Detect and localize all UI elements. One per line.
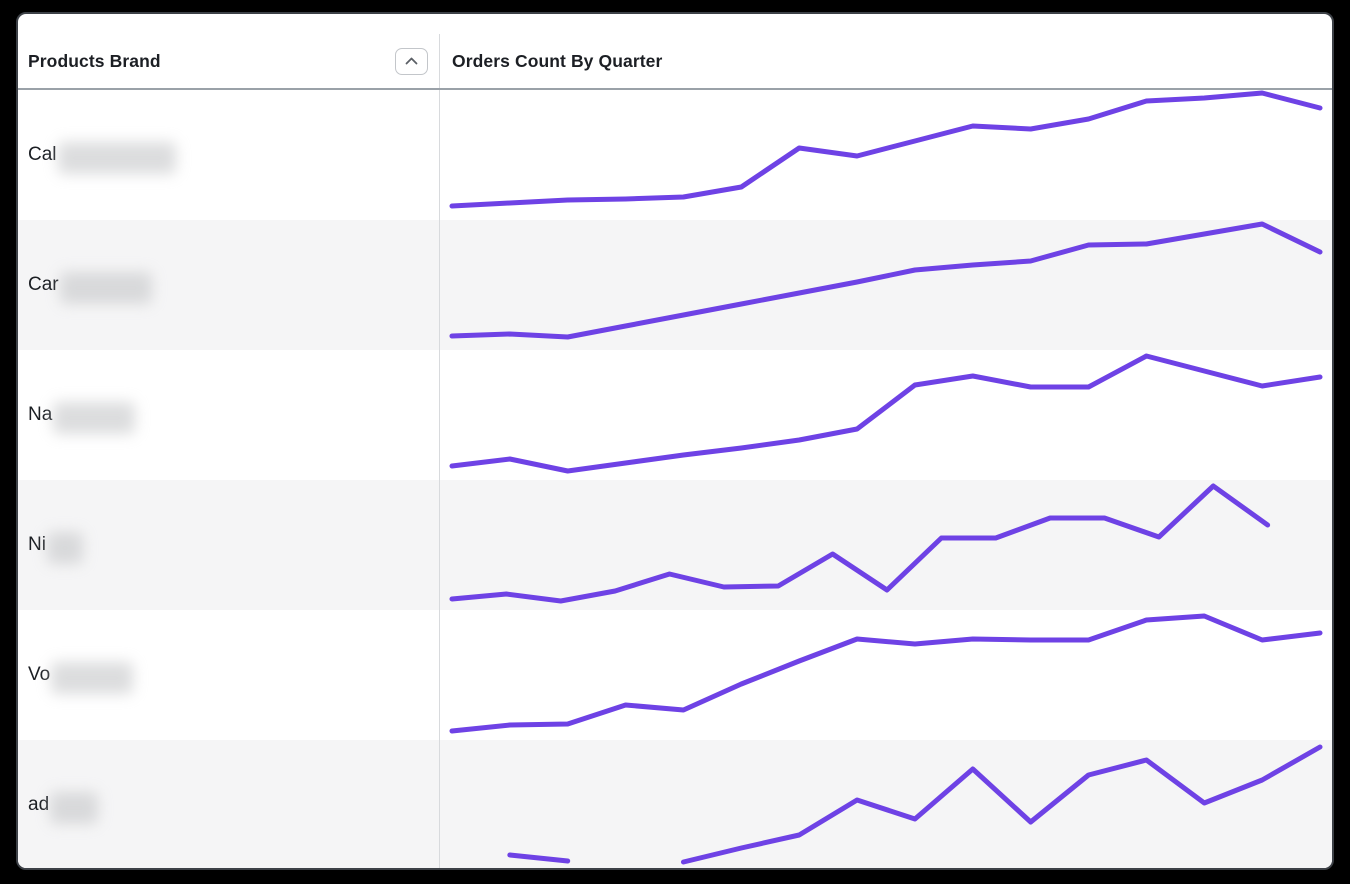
brand-cell[interactable]: ad	[18, 740, 440, 868]
sparkline-chart	[507, 744, 1323, 865]
table-header-row: Products Brand Orders Count By Quarter	[18, 14, 1332, 90]
brand-label: Ni	[28, 534, 46, 555]
table-row: Ni	[18, 480, 1332, 610]
brand-cell[interactable]: Vo	[18, 610, 440, 740]
brand-cell[interactable]: Ni	[18, 480, 440, 610]
brand-cell[interactable]: Car	[18, 220, 440, 350]
brand-label: Vo	[28, 664, 51, 685]
sort-ascending-button[interactable]	[395, 47, 428, 75]
column-header-orders-count[interactable]: Orders Count By Quarter	[440, 34, 1332, 88]
sparkline-cell[interactable]	[440, 90, 1332, 220]
column-header-products-brand[interactable]: Products Brand	[18, 34, 440, 88]
sparkline-chart	[449, 353, 1323, 474]
table-row: Cal	[18, 90, 1332, 220]
redacted-text-blur	[59, 272, 152, 304]
redacted-text-blur	[57, 142, 176, 174]
sparkline-cell[interactable]	[440, 740, 1332, 868]
redacted-text-blur	[50, 792, 99, 824]
chevron-up-icon	[405, 57, 418, 65]
redacted-text-blur	[46, 532, 83, 564]
brand-cell[interactable]: Na	[18, 350, 440, 480]
sparkline-chart	[449, 483, 1271, 604]
brand-label: Car	[28, 274, 59, 295]
redacted-text-blur	[51, 662, 134, 694]
brand-label: Cal	[28, 144, 57, 165]
table-row: ad	[18, 740, 1332, 868]
products-brand-header-label: Products Brand	[28, 50, 161, 71]
sparkline-chart	[449, 90, 1323, 209]
sparkline-cell[interactable]	[440, 480, 1332, 610]
table-body: Cal Car Na	[18, 90, 1332, 868]
table-row: Car	[18, 220, 1332, 350]
table-row: Vo	[18, 610, 1332, 740]
table-row: Na	[18, 350, 1332, 480]
sparkline-cell[interactable]	[440, 220, 1332, 350]
brand-cell[interactable]: Cal	[18, 90, 440, 220]
orders-count-header-label: Orders Count By Quarter	[452, 50, 663, 71]
redacted-text-blur	[53, 402, 136, 434]
sparkline-cell[interactable]	[440, 350, 1332, 480]
report-table-panel: Products Brand Orders Count By Quarter C…	[16, 12, 1334, 870]
sparkline-cell[interactable]	[440, 610, 1332, 740]
brand-label: Na	[28, 404, 53, 425]
sparkline-chart	[449, 613, 1323, 734]
brand-label: ad	[28, 794, 50, 815]
sparkline-chart	[449, 221, 1323, 340]
